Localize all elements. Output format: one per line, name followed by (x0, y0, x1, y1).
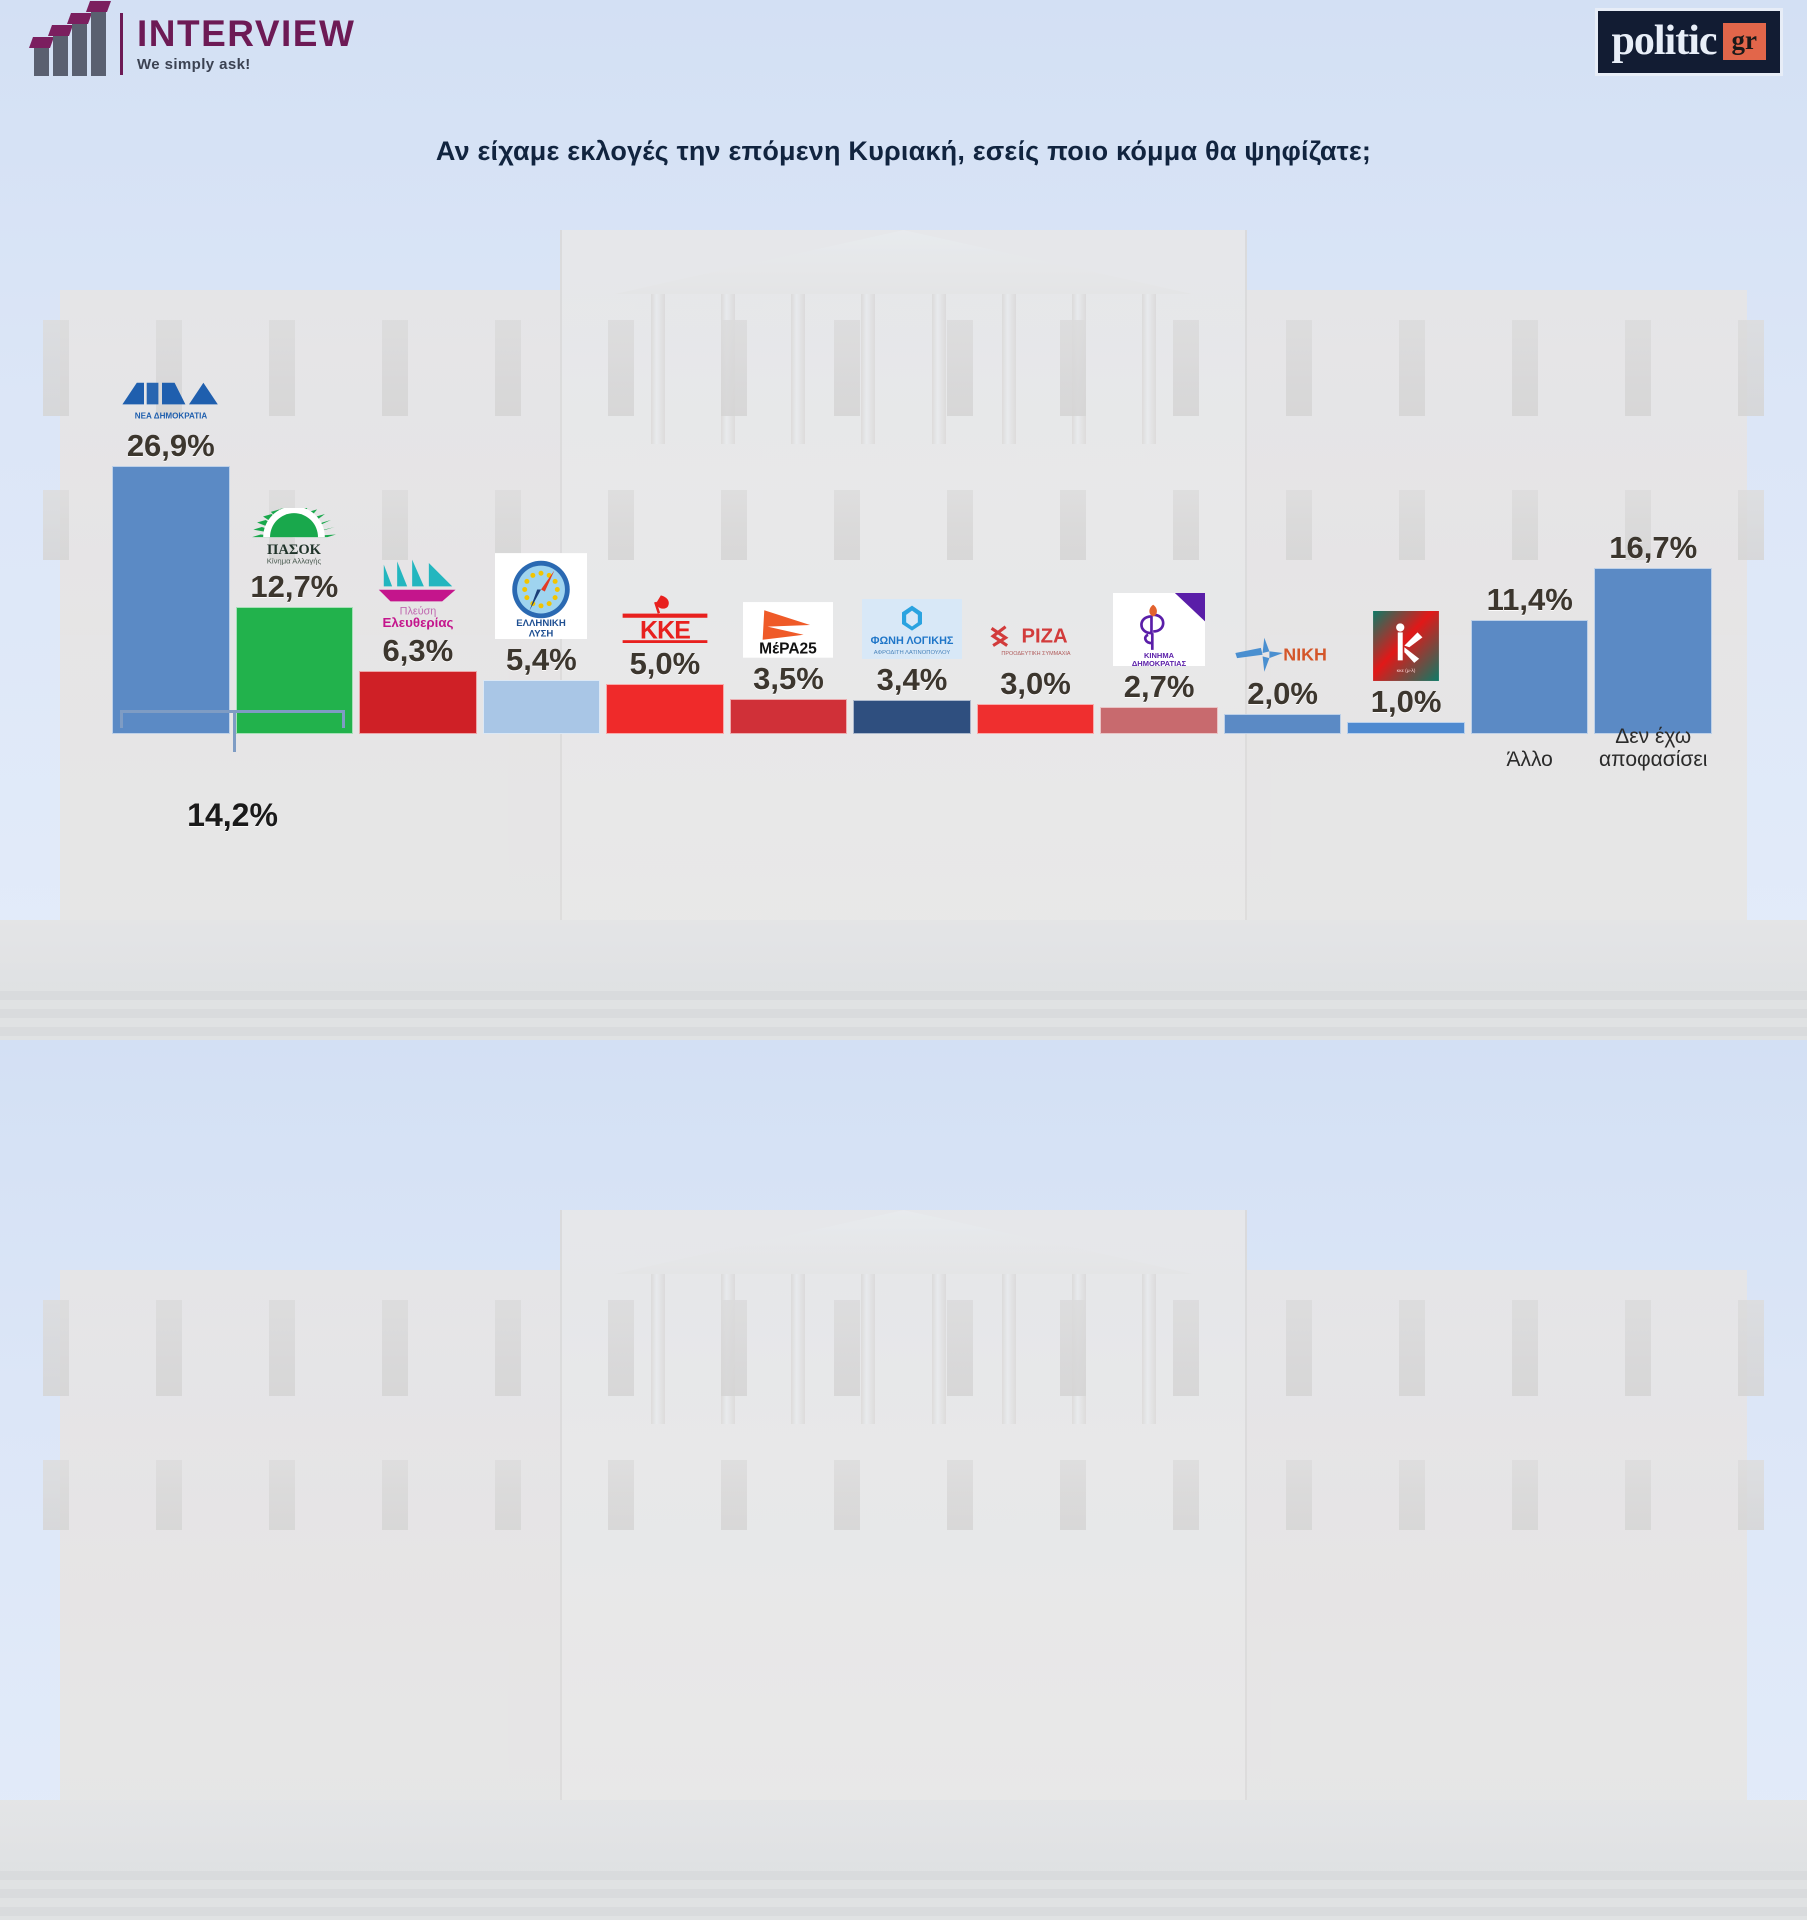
svg-text:Ελευθερίας: Ελευθερίας (382, 616, 453, 631)
bar (606, 684, 724, 734)
svg-text:Πλεύση: Πλεύση (399, 606, 436, 618)
bar-value-label: 6,3% (382, 633, 454, 669)
gap-bracket (120, 710, 346, 760)
logo-elliniki-lysi: ΕΛΛΗΝΙΚΗ ΛΥΣΗ (495, 552, 588, 639)
bar-group: ΚΙΝΗΜΑ ΔΗΜΟΚΡΑΤΙΑΣ 2,7% (1100, 592, 1218, 734)
svg-text:Κίνημα Αλλαγής: Κίνημα Αλλαγής (267, 557, 322, 566)
politic-gr-logo: politic gr (1594, 8, 1783, 76)
bar-group: ΦΩΝΗ ΛΟΓΙΚΗΣ ΑΦΡΟΔΙΤΗ ΛΑΤΙΝΟΠΟΥΛΟΥ 3,4% (853, 599, 971, 734)
bar-value-label: 5,4% (506, 642, 577, 678)
bar (853, 700, 971, 734)
bar-value-label: 3,4% (876, 662, 948, 698)
politic-gr-badge: gr (1722, 22, 1766, 60)
svg-text:ΦΩΝΗ ΛΟΓΙΚΗΣ: ΦΩΝΗ ΛΟΓΙΚΗΣ (871, 635, 954, 647)
bar-group: ΠΑΣΟΚ Κίνημα Αλλαγής 12,7% (235, 508, 354, 734)
bar-group: κκε (μ-λ) 1,0% (1347, 611, 1465, 734)
bar-group: ΡΙΖΑ ΠΡΟΟΔΕΥΤΙΚΗ ΣΥΜΜΑΧΙΑ 3,0% (976, 619, 1095, 734)
party-logo: ΦΩΝΗ ΛΟΓΙΚΗΣ ΑΦΡΟΔΙΤΗ ΛΑΤΙΝΟΠΟΥΛΟΥ (861, 599, 962, 660)
bar (1223, 714, 1342, 734)
svg-text:ΕΛΛΗΝΙΚΗ: ΕΛΛΗΝΙΚΗ (517, 618, 567, 629)
logo-niki: ΝΙΚΗ (1234, 637, 1327, 672)
svg-text:ΚΚΕ: ΚΚΕ (640, 616, 690, 643)
logo-mera25: ΜέΡΑ25 (743, 602, 834, 659)
bar-value-label: 5,0% (629, 646, 701, 682)
svg-text:ΡΙΖΑ: ΡΙΖΑ (1021, 626, 1068, 648)
bar (1100, 707, 1218, 734)
party-logo: ΜέΡΑ25 (743, 602, 834, 659)
bar-group: ΝΙΚΗ 2,0% (1223, 636, 1342, 734)
svg-text:κκε (μ-λ): κκε (μ-λ) (1397, 668, 1416, 674)
interview-logo: INTERVIEW We simply ask! (34, 10, 356, 76)
logo-pasok: ΠΑΣΟΚ Κίνημα Αλλαγής (252, 508, 337, 566)
logo-syriza: ΡΙΖΑ ΠΡΟΟΔΕΥΤΙΚΗ ΣΥΜΜΑΧΙΑ (989, 626, 1070, 657)
bar-group: Πλεύση Ελευθερίας 6,3% (359, 558, 477, 734)
party-logo: ΚΙΝΗΜΑ ΔΗΜΟΚΡΑΤΙΑΣ (1113, 592, 1206, 667)
party-logo: ΠΑΣΟΚ Κίνημα Αλλαγής (242, 508, 346, 566)
category-label: Δεν έχω αποφασίσει (1599, 724, 1708, 772)
svg-text:ΠΑΣΟΚ: ΠΑΣΟΚ (267, 542, 322, 558)
chart-1-bars: ΝΕΑ ΔΗΜΟΚΡΑΤΙΑ 26,9% ΠΑΣΟΚ Κίνημα Αλλαγή… (0, 230, 1807, 930)
party-logo: ΝΕΑ ΔΗΜΟΚΡΑΤΙΑ (117, 377, 225, 425)
svg-text:ΜέΡΑ25: ΜέΡΑ25 (760, 641, 818, 658)
chart-1-title: Αν είχαμε εκλογές την επόμενη Κυριακή, ε… (435, 136, 1372, 166)
party-logo: ΚΚΕ (619, 592, 711, 644)
bar-value-label: 16,7% (1609, 529, 1698, 565)
party-logo: ΕΛΛΗΝΙΚΗ ΛΥΣΗ (495, 552, 588, 639)
category-label: Άλλο (1506, 748, 1553, 772)
bar (112, 466, 230, 734)
bar-group: ΚΚΕ 5,0% (606, 592, 724, 734)
logo-divider (120, 13, 123, 75)
bar-value-label: 26,9% (126, 428, 215, 463)
chart-1: ΝΕΑ ΔΗΜΟΚΡΑΤΙΑ 26,9% ΠΑΣΟΚ Κίνημα Αλλαγή… (0, 230, 1807, 930)
svg-text:ΝΙΚΗ: ΝΙΚΗ (1283, 644, 1327, 664)
bar (1594, 567, 1712, 734)
svg-text:ΛΥΣΗ: ΛΥΣΗ (529, 628, 554, 639)
bar-group: ΜέΡΑ25 3,5% (729, 602, 848, 734)
bar (1347, 722, 1465, 734)
bar-value-label: 11,4% (1486, 582, 1573, 618)
bar (729, 699, 848, 734)
bar-value-label: 2,0% (1247, 676, 1318, 712)
svg-text:ΔΗΜΟΚΡΑΤΙΑΣ: ΔΗΜΟΚΡΑΤΙΑΣ (1132, 658, 1187, 666)
bar-value-label: 2,7% (1123, 669, 1195, 705)
logo-kke: ΚΚΕ (622, 594, 708, 644)
party-logo: κκε (μ-λ) (1373, 611, 1440, 681)
bar (482, 680, 601, 734)
interview-wordmark: INTERVIEW (137, 13, 356, 54)
logo-pleysi-eleftherias: Πλεύση Ελευθερίας (378, 560, 456, 631)
logo-kinima-dimokratias: ΚΙΝΗΜΑ ΔΗΜΟΚΡΑΤΙΑΣ (1113, 592, 1206, 667)
gap-value-label: 14,2% (187, 797, 278, 833)
party-logo: Πλεύση Ελευθερίας (372, 558, 464, 630)
bar-group: 11,4% (1470, 582, 1589, 734)
svg-text:ΠΡΟΟΔΕΥΤΙΚΗ ΣΥΜΜΑΧΙΑ: ΠΡΟΟΔΕΥΤΙΚΗ ΣΥΜΜΑΧΙΑ (1001, 651, 1070, 657)
party-logo: ΡΙΖΑ ΠΡΟΟΔΕΥΤΙΚΗ ΣΥΜΜΑΧΙΑ (984, 619, 1088, 663)
bar-value-label: 12,7% (250, 569, 339, 605)
bar (359, 671, 477, 734)
logo-foni-logikis: ΦΩΝΗ ΛΟΓΙΚΗΣ ΑΦΡΟΔΙΤΗ ΛΑΤΙΝΟΠΟΥΛΟΥ (861, 599, 962, 660)
bar (976, 704, 1095, 734)
interview-tagline: We simply ask! (137, 56, 251, 73)
bar (1470, 620, 1589, 734)
logo-kke-ml: κκε (μ-λ) (1373, 611, 1440, 681)
bar-value-label: 3,0% (1000, 666, 1071, 702)
logo-nd: ΝΕΑ ΔΗΜΟΚΡΑΤΙΑ (122, 383, 218, 421)
svg-text:ΚΙΝΗΜΑ: ΚΙΝΗΜΑ (1144, 651, 1175, 660)
parliament-backdrop-2 (0, 1210, 1807, 1920)
bar-group: ΝΕΑ ΔΗΜΟΚΡΑΤΙΑ 26,9% (112, 377, 230, 734)
bar-value-label: 1,0% (1370, 684, 1442, 719)
bar-value-label: 3,5% (753, 661, 824, 697)
bar-group: ΕΛΛΗΝΙΚΗ ΛΥΣΗ 5,4% (482, 552, 601, 734)
bar-group: 16,7% (1594, 530, 1712, 734)
svg-text:ΑΦΡΟΔΙΤΗ ΛΑΤΙΝΟΠΟΥΛΟΥ: ΑΦΡΟΔΙΤΗ ΛΑΤΙΝΟΠΟΥΛΟΥ (874, 650, 951, 656)
party-logo: ΝΙΚΗ (1231, 636, 1335, 673)
svg-text:ΝΕΑ ΔΗΜΟΚΡΑΤΙΑ: ΝΕΑ ΔΗΜΟΚΡΑΤΙΑ (135, 412, 208, 421)
interview-bars-icon (34, 10, 106, 76)
panel-voting-intention: INTERVIEW We simply ask! politic gr Αν ε… (0, 0, 1807, 1040)
panel-result-estimate: Εκτίμηση εκλογικού αποτελέσματος ΝΕΑ ΔΗΜ… (0, 1040, 1807, 1920)
politic-wordmark: politic (1611, 18, 1718, 64)
